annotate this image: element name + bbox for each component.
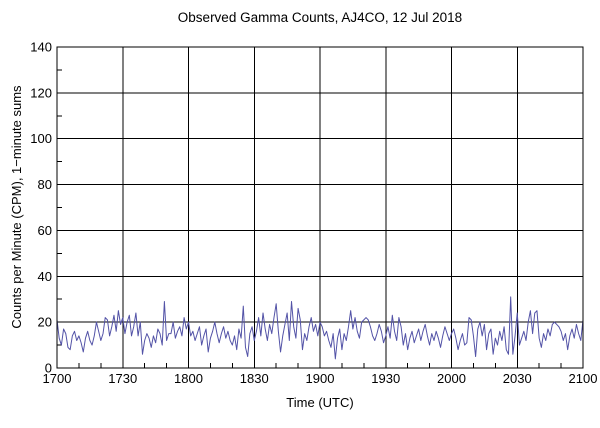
x-tick-label: 1800 [174, 371, 203, 386]
chart-title: Observed Gamma Counts, AJ4CO, 12 Jul 201… [178, 10, 462, 25]
plot-border [56, 46, 584, 369]
x-tick-label: 2100 [569, 371, 598, 386]
x-tick-label: 2030 [503, 371, 532, 386]
y-axis-label: Counts per Minute (CPM), 1−minute sums [9, 85, 24, 329]
y-tick-label: 40 [38, 269, 52, 284]
data-series-line [56, 296, 584, 360]
y-tick-label: 60 [38, 223, 52, 238]
y-tick-label: 120 [30, 85, 52, 100]
y-tick-label: 80 [38, 177, 52, 192]
x-axis-label: Time (UTC) [286, 395, 353, 410]
gamma-counts-series [56, 296, 584, 360]
y-tick-label: 140 [30, 40, 52, 55]
x-tick-label: 1700 [43, 371, 72, 386]
x-tick-label: 2000 [437, 371, 466, 386]
x-tick-label: 1930 [371, 371, 400, 386]
axis-minor-ticks [57, 69, 562, 368]
x-tick-label: 1900 [306, 371, 335, 386]
x-tick-labels: 1700 1730 1800 1830 1900 1930 2000 2030 2100 [43, 371, 598, 386]
grid-lines [56, 46, 584, 369]
x-tick-label: 1830 [240, 371, 269, 386]
y-tick-label: 20 [38, 315, 52, 330]
y-tick-label: 100 [30, 131, 52, 146]
x-tick-label: 1730 [108, 371, 137, 386]
y-tick-labels: 0 20 40 60 80 100 120 140 [30, 40, 52, 376]
y-tick-label: 0 [45, 361, 52, 376]
